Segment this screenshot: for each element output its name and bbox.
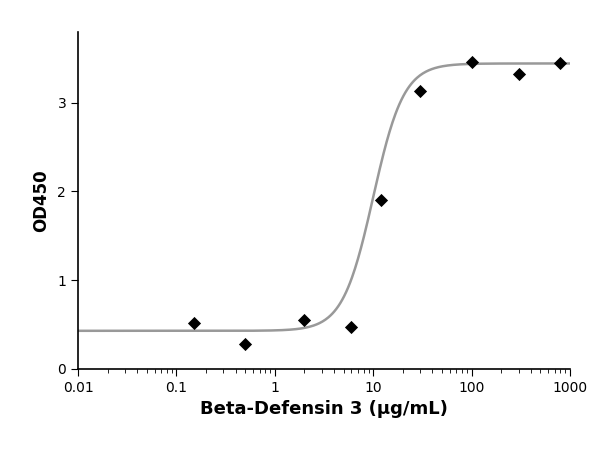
- Point: [467, 58, 476, 65]
- Point: [241, 341, 250, 348]
- Point: [514, 71, 523, 78]
- Point: [376, 197, 386, 204]
- Point: [299, 316, 309, 324]
- Point: [415, 87, 425, 94]
- Point: [347, 324, 356, 331]
- Point: [556, 60, 565, 67]
- Point: [189, 319, 199, 326]
- Y-axis label: OD450: OD450: [32, 169, 50, 232]
- X-axis label: Beta-Defensin 3 (μg/mL): Beta-Defensin 3 (μg/mL): [200, 400, 448, 418]
